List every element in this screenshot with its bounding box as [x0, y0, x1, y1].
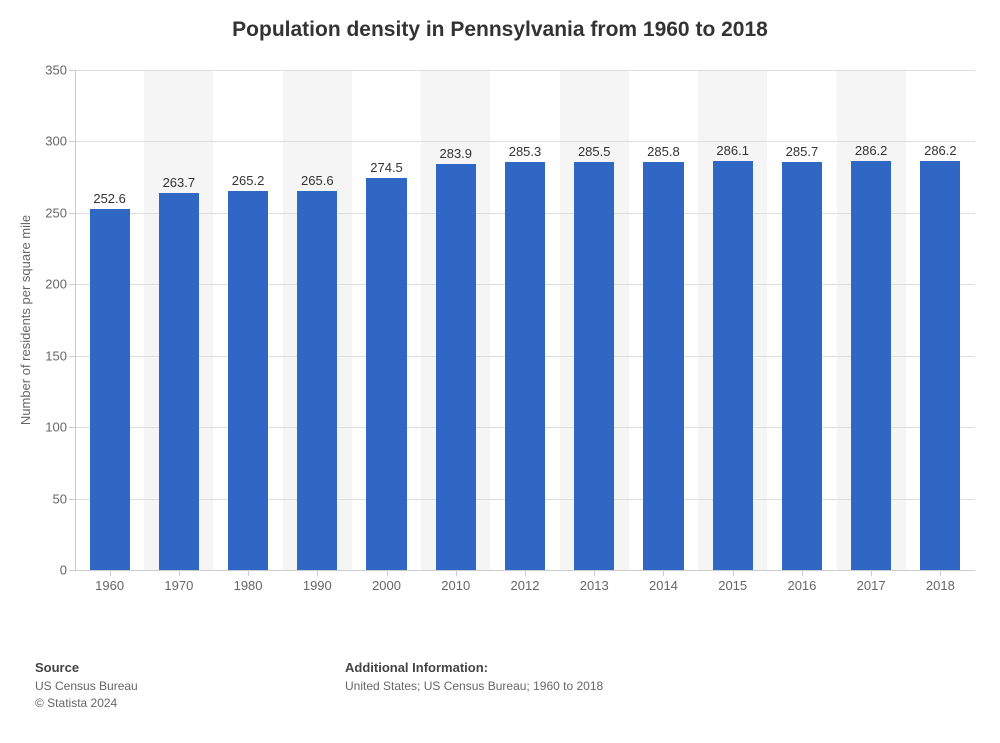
x-tick-label: 2018 — [926, 578, 955, 593]
bar — [90, 209, 130, 570]
x-tick-label: 1970 — [164, 578, 193, 593]
y-tick-label: 0 — [7, 563, 67, 578]
x-tick-label: 2014 — [649, 578, 678, 593]
additional-info-heading: Additional Information: — [345, 660, 965, 675]
bar — [920, 161, 960, 570]
bar — [505, 162, 545, 570]
additional-info-line: United States; US Census Bureau; 1960 to… — [345, 678, 965, 695]
y-tick-label: 250 — [7, 205, 67, 220]
bar-value-label: 285.7 — [786, 144, 819, 159]
x-tick-label: 1980 — [234, 578, 263, 593]
x-tick-label: 1990 — [303, 578, 332, 593]
x-tick-label: 2012 — [511, 578, 540, 593]
bar-value-label: 252.6 — [93, 191, 126, 206]
bar — [851, 161, 891, 570]
source-line: US Census Bureau — [35, 678, 345, 695]
x-tick-label: 2017 — [857, 578, 886, 593]
bar-value-label: 286.1 — [716, 143, 749, 158]
y-tick-label: 200 — [7, 277, 67, 292]
y-tick-label: 50 — [7, 491, 67, 506]
x-tick-label: 2015 — [718, 578, 747, 593]
bar-value-label: 285.5 — [578, 144, 611, 159]
x-tick-label: 2010 — [441, 578, 470, 593]
bar — [713, 161, 753, 570]
bar — [643, 162, 683, 570]
bar-value-label: 265.6 — [301, 173, 334, 188]
bar-value-label: 263.7 — [163, 175, 196, 190]
y-tick-label: 100 — [7, 420, 67, 435]
chart-title: Population density in Pennsylvania from … — [0, 0, 1000, 52]
y-axis-label: Number of residents per square mile — [18, 215, 33, 425]
bar — [366, 178, 406, 570]
x-tick-label: 2016 — [787, 578, 816, 593]
bar-value-label: 285.8 — [647, 144, 680, 159]
copyright-line: © Statista 2024 — [35, 695, 345, 712]
bar-value-label: 286.2 — [855, 143, 888, 158]
y-tick-label: 300 — [7, 134, 67, 149]
bar — [228, 191, 268, 570]
y-tick-label: 350 — [7, 63, 67, 78]
bar — [297, 191, 337, 570]
chart-footer: Source US Census Bureau © Statista 2024 … — [35, 660, 965, 712]
bar-value-label: 285.3 — [509, 144, 542, 159]
bar-value-label: 286.2 — [924, 143, 957, 158]
bar — [436, 164, 476, 570]
bar-value-label: 283.9 — [439, 146, 472, 161]
bar-value-label: 274.5 — [370, 160, 403, 175]
bar — [159, 193, 199, 570]
bar — [782, 162, 822, 570]
y-tick-label: 150 — [7, 348, 67, 363]
bar — [574, 162, 614, 570]
x-tick-label: 2000 — [372, 578, 401, 593]
bar-value-label: 265.2 — [232, 173, 265, 188]
x-tick-label: 1960 — [95, 578, 124, 593]
x-tick-label: 2013 — [580, 578, 609, 593]
source-heading: Source — [35, 660, 345, 675]
chart-area: 252.6 1960 263.7 1970 265.2 1980 265.6 1990 274.… — [75, 70, 975, 610]
